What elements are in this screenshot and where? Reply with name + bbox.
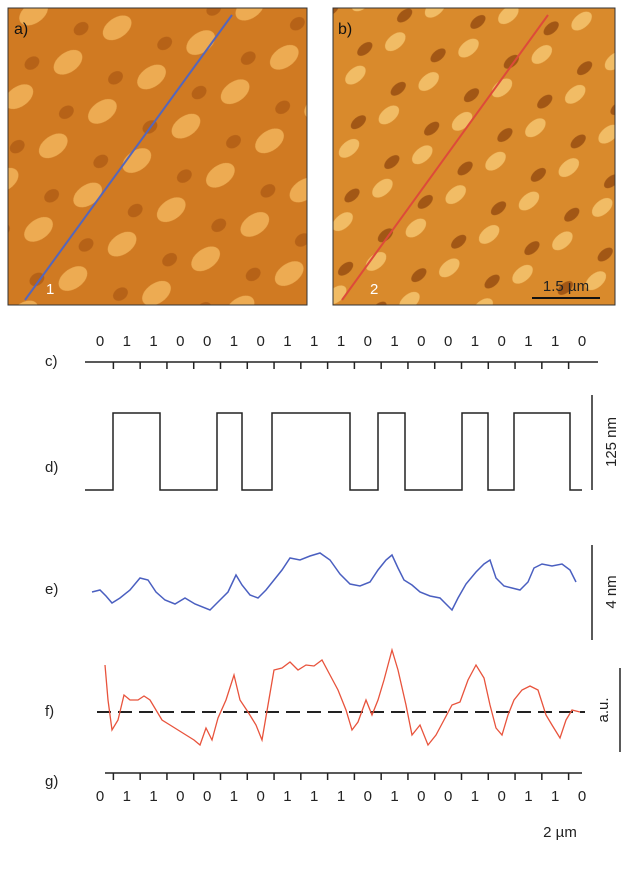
bit-label: 1 [310,333,318,350]
design-profile [85,412,582,491]
bit-label: 1 [123,788,131,805]
bit-label: 0 [364,788,372,805]
scale-bar-label: 1.5 µm [543,278,589,295]
afm-image-b [332,7,616,306]
scale-bar-label: 4 nm [603,575,620,608]
bit-label: 1 [337,333,345,350]
bit-label: 1 [524,333,532,350]
bit-label: 1 [390,333,398,350]
panel-label: b) [338,21,352,38]
bit-label: 0 [417,333,425,350]
bit-label: 0 [578,788,586,805]
bit-label: 0 [578,333,586,350]
bit-label: 1 [283,333,291,350]
bit-label: 0 [176,788,184,805]
bit-label: 1 [123,333,131,350]
scale-bar-label: 125 nm [603,417,620,467]
phase-profile [104,647,581,747]
bit-label: 0 [444,788,452,805]
line-label: 2 [370,281,378,298]
bit-label: 1 [471,788,479,805]
row-label: f) [45,703,54,720]
bit-label: 1 [149,333,157,350]
profile-line-2 [341,14,549,301]
bit-label: 0 [203,788,211,805]
bit-label: 1 [551,333,559,350]
profile-line-1 [24,14,233,301]
scale-label: 2 µm [543,824,577,841]
height-profile [91,552,577,612]
bit-label: 1 [390,788,398,805]
bit-label: 0 [96,788,104,805]
bit-label: 1 [149,788,157,805]
bit-label: 0 [444,333,452,350]
row-label: d) [45,459,58,476]
bit-label: 0 [256,333,264,350]
bit-label: 0 [176,333,184,350]
bit-label: 1 [283,788,291,805]
bit-label: 1 [230,333,238,350]
bit-label: 1 [337,788,345,805]
bit-label: 1 [471,333,479,350]
line-label: 1 [46,281,54,298]
bit-row: 0 1 1 0 0 1 0 1 1 1 0 1 0 0 1 0 1 1 0 [96,333,586,369]
bit-row: 0 1 1 0 0 1 0 1 1 1 0 1 0 0 1 0 1 1 0 [96,773,586,805]
scale-bar-label: a.u. [595,697,612,722]
bit-label: 0 [497,788,505,805]
bit-label: 1 [524,788,532,805]
bit-label: 0 [96,333,104,350]
row-label: g) [45,773,58,790]
bit-label: 0 [497,333,505,350]
bit-label: 1 [310,788,318,805]
row-label: c) [45,353,58,370]
row-label: e) [45,581,58,598]
bit-label: 0 [417,788,425,805]
bit-label: 1 [551,788,559,805]
bit-label: 0 [364,333,372,350]
bit-label: 0 [256,788,264,805]
bit-label: 0 [203,333,211,350]
panel-label: a) [14,21,28,38]
bit-label: 1 [230,788,238,805]
